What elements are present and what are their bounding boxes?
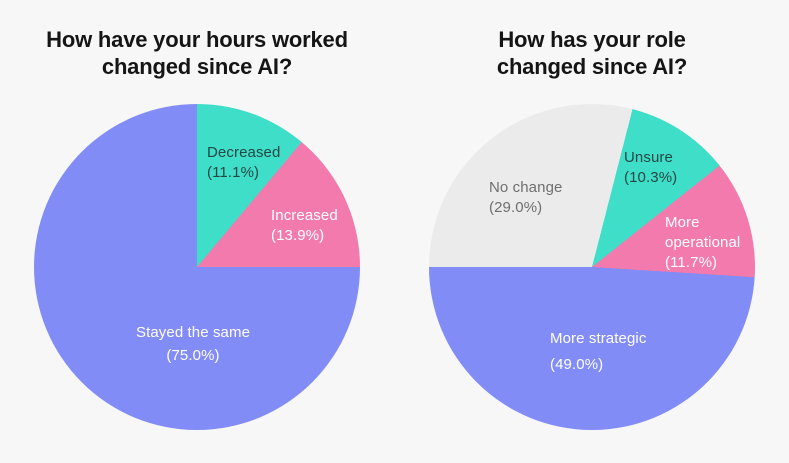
slice-label-stayed-the-same: Stayed the same (75.0%) — [136, 322, 250, 367]
slice-label-no-change: No change (29.0%) — [489, 178, 562, 218]
chart-title-hours-line1: How have your hours worked — [46, 27, 348, 52]
slice-label-increased: Increased (13.9%) — [271, 206, 338, 246]
chart-title-role: How has your role changed since AI? — [395, 26, 789, 80]
chart-title-role-line1: How has your role — [498, 27, 686, 52]
slice-name: More strategic — [550, 330, 647, 347]
pie-hours-worked — [34, 104, 360, 430]
pie-role-change — [429, 104, 755, 430]
chart-title-hours-line2: changed since AI? — [101, 54, 293, 79]
slice-name: Increased — [271, 207, 338, 224]
slice-name: No change — [489, 179, 563, 196]
chart-role-change: How has your role changed since AI? Unsu… — [395, 0, 789, 463]
slice-name: Decreased — [207, 144, 281, 161]
slice-label-more-operational: More operational (11.7%) — [665, 213, 751, 273]
slice-percentage: (29.0%) — [489, 199, 543, 216]
slice-percentage: (11.1%) — [207, 164, 260, 181]
slice-percentage: (49.0%) — [550, 356, 604, 373]
slice-percentage: (75.0%) — [166, 347, 220, 364]
slice-percentage: (13.9%) — [271, 227, 325, 244]
chart-title-hours: How have your hours worked changed since… — [0, 26, 394, 80]
chart-hours-worked: How have your hours worked changed since… — [0, 0, 394, 463]
slice-name: More operational — [665, 214, 741, 251]
slice-name: Unsure — [624, 149, 673, 166]
chart-title-role-line2: changed since AI? — [496, 54, 688, 79]
slice-label-more-strategic: More strategic (49.0%) — [550, 328, 646, 376]
slice-percentage: (11.7%) — [665, 254, 718, 271]
slice-label-decreased: Decreased (11.1%) — [207, 143, 280, 183]
slice-name: Stayed the same — [135, 324, 251, 341]
slice-percentage: (10.3%) — [624, 169, 678, 186]
slice-label-unsure: Unsure (10.3%) — [624, 148, 677, 188]
